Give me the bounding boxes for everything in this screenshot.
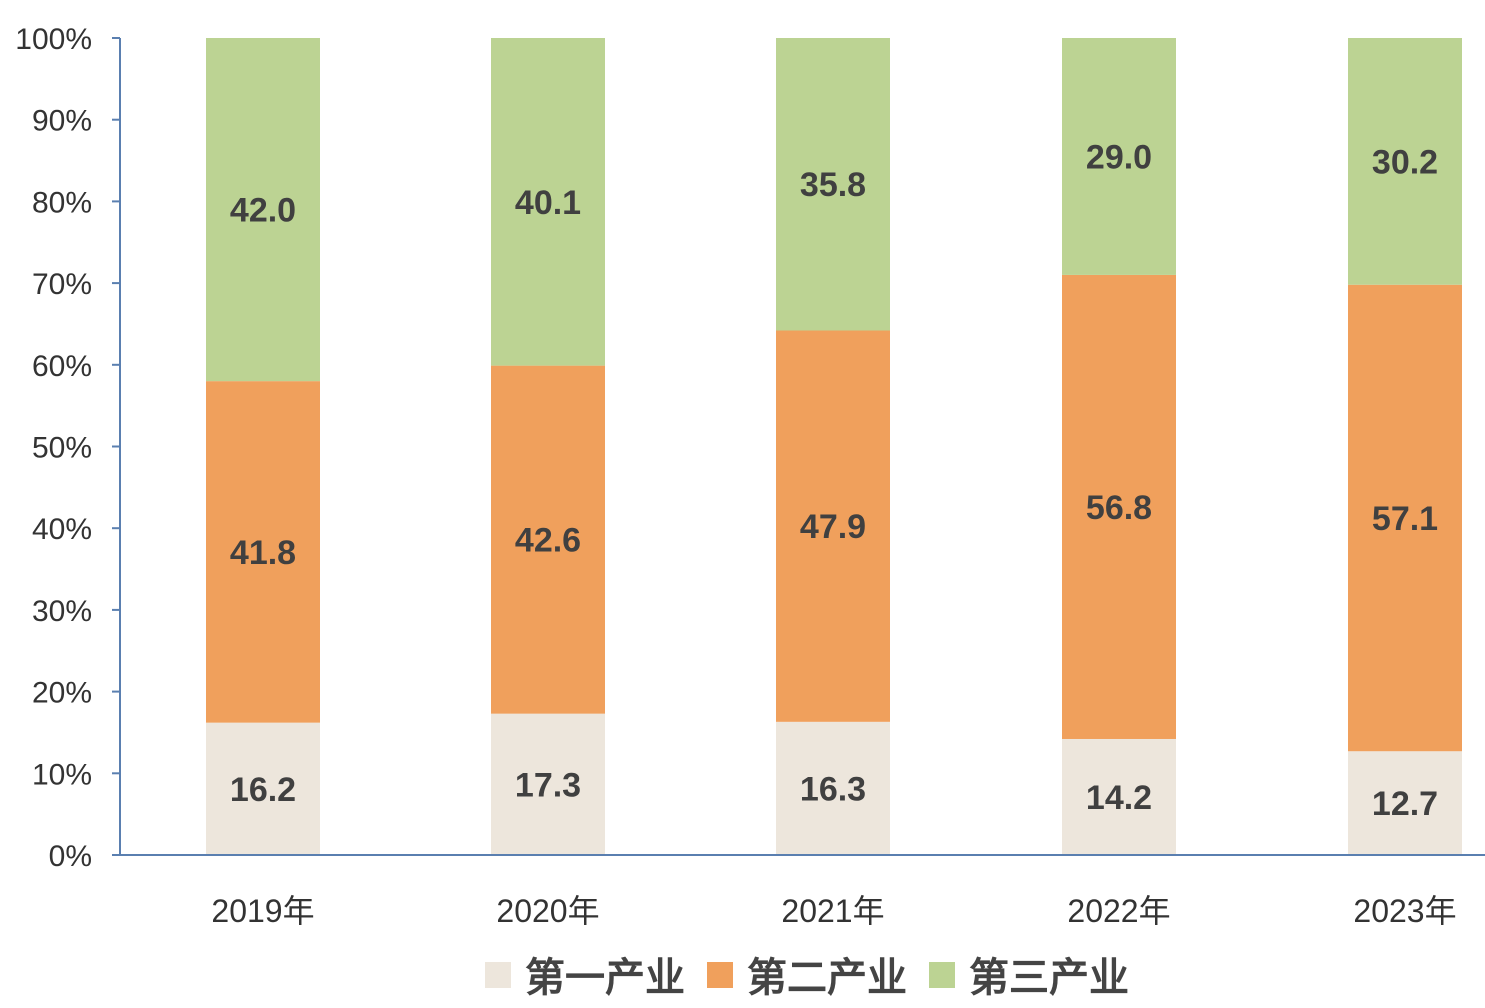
bar-segment (206, 381, 320, 723)
bar-segment (776, 38, 890, 331)
y-tick-label: 100% (15, 23, 92, 56)
bar-segment (1348, 38, 1462, 285)
data-labels-layer: 16.2 41.8 42.0 17.3 42.6 40.1 16.3 47.9 35.8 14.2… (230, 138, 1438, 823)
bar-segment (206, 38, 320, 382)
x-tick-label: 2021年 (781, 893, 884, 929)
data-label: 16.2 (230, 771, 296, 809)
bars-layer (206, 38, 1462, 855)
data-label: 16.3 (800, 770, 866, 808)
y-tick-label: 60% (32, 350, 92, 383)
legend-label: 第二产业 (747, 956, 907, 1000)
y-tick-label: 80% (32, 186, 92, 219)
y-tick-label: 50% (32, 432, 92, 465)
y-tick-label: 70% (32, 268, 92, 301)
data-label: 40.1 (515, 184, 581, 222)
data-label: 42.6 (515, 522, 581, 560)
bar-segment (1348, 751, 1462, 855)
axes-layer: 0% 10% 20% 30% 40% 50% 60% 70% 80% 90% 100% 2019年 20… (15, 23, 1485, 929)
bar-segment (206, 722, 320, 855)
legend: 第一产业 第二产业 第三产业 (485, 956, 1129, 1000)
y-tick-label: 20% (32, 677, 92, 710)
bar-segment (776, 721, 890, 855)
legend-label: 第三产业 (969, 956, 1129, 1000)
y-tick-label: 40% (32, 513, 92, 546)
y-tick-label: 90% (32, 105, 92, 138)
x-tick-label: 2023年 (1353, 893, 1456, 929)
bar-segment (1062, 274, 1176, 739)
y-tick-label: 30% (32, 595, 92, 628)
data-label: 57.1 (1372, 500, 1438, 538)
legend-swatch (485, 962, 511, 988)
x-tick-label: 2020年 (496, 893, 599, 929)
bar-segment (776, 330, 890, 722)
data-label: 12.7 (1372, 785, 1438, 823)
x-tick-label: 2019年 (211, 893, 314, 929)
legend-label: 第一产业 (525, 956, 685, 1000)
y-tick-label: 10% (32, 758, 92, 791)
bar-segment (491, 38, 605, 366)
data-label: 42.0 (230, 192, 296, 230)
bar-segment (1062, 738, 1176, 855)
data-label: 47.9 (800, 508, 866, 546)
legend-swatch (929, 962, 955, 988)
y-tick-label: 0% (49, 840, 92, 873)
bar-segment (491, 365, 605, 714)
data-label: 35.8 (800, 166, 866, 204)
data-label: 29.0 (1086, 138, 1152, 176)
legend-swatch (707, 962, 733, 988)
bar-segment (491, 713, 605, 855)
data-label: 14.2 (1086, 779, 1152, 817)
data-label: 17.3 (515, 766, 581, 804)
bar-segment (1062, 38, 1176, 275)
data-label: 56.8 (1086, 489, 1152, 527)
x-tick-label: 2022年 (1067, 893, 1170, 929)
data-label: 30.2 (1372, 143, 1438, 181)
data-label: 41.8 (230, 534, 296, 572)
bar-segment (1348, 284, 1462, 752)
